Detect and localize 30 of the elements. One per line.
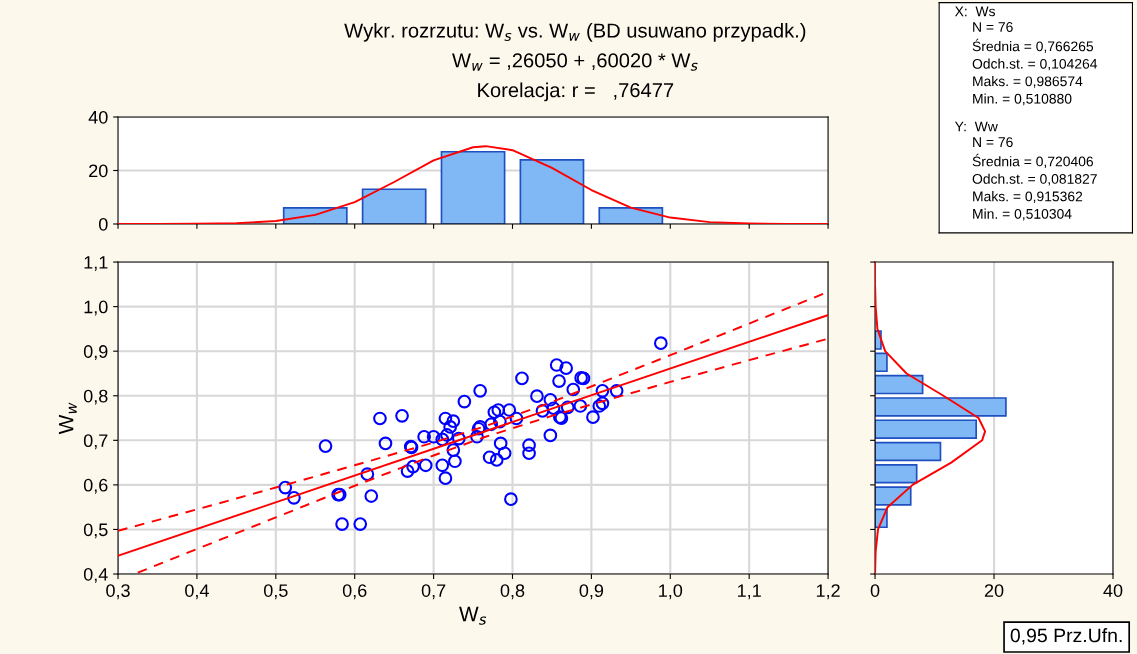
x-axis-title: W$_{s}$ [459, 606, 487, 625]
y-tick-label: 0,8 [83, 389, 108, 405]
x-tick-label: 40 [1103, 584, 1123, 597]
y-axis-title: W$_{w}$ [58, 402, 77, 435]
y-tick-label: 0,4 [83, 567, 108, 583]
x-tick-label: 0,9 [579, 584, 604, 600]
y-tick-label: 40 [88, 110, 108, 124]
x-tick-label: 1,2 [816, 584, 840, 600]
x-tick-label: 20 [984, 584, 1004, 597]
y-tick-label: 0 [98, 217, 108, 231]
x-tick-label: 0,6 [342, 584, 367, 600]
x-tick-label: 0,7 [421, 584, 446, 600]
x-tick-label: 0,8 [500, 584, 525, 600]
chart-title: Wykr. rozrzutu: W$_{s}$ vs. W$_{w}$ (BD usuwano przypadk.) W$_{w}$ = ,26050 + ,60020 * W$_{s}$ Korelacja: r = ,76477 [344, 22, 806, 102]
y-tick-label: 1,0 [84, 300, 108, 316]
text: 0,95 Prz.Ufn. [1010, 628, 1122, 645]
y-tick-label: 20 [89, 164, 108, 178]
x-tick-label: 0,3 [106, 584, 130, 600]
y-tick-label: 0,9 [83, 345, 108, 361]
text: X: Ws N = 76 Średnia = 0,766265 Odch.st. = 0,104264 Maks. = 0,986574 Min. = 0,510880 [954, 6, 1098, 106]
x-tick-label: 0 [870, 584, 880, 597]
x-tick-label: 1,1 [738, 584, 761, 600]
x-tick-label: 0,4 [185, 584, 209, 600]
text: Y: Ww N = 76 Średnia = 0,720406 Odch.st. = 0,081827 Maks. = 0,915362 Min. = 0,510304 [954, 121, 1097, 221]
x-tick-label: 0,5 [263, 584, 288, 600]
y-tick-label: 0,5 [83, 523, 108, 539]
y-tick-label: 1,1 [84, 256, 108, 271]
y-tick-label: 0,6 [83, 478, 108, 494]
y-tick-label: 0,7 [83, 434, 108, 450]
x-tick-label: 1,0 [659, 584, 683, 600]
